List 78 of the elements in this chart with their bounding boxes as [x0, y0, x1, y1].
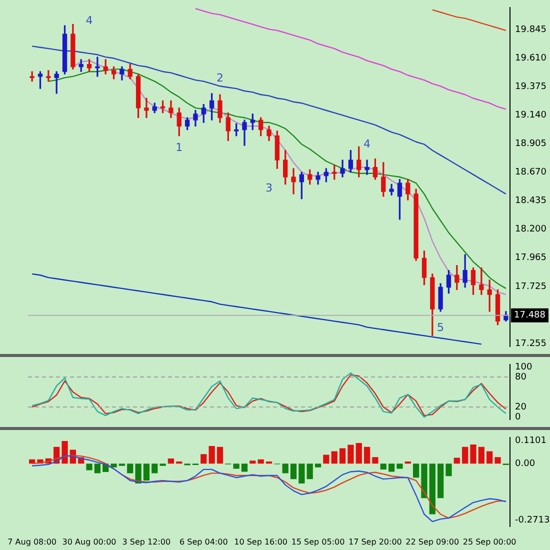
bar — [216, 446, 224, 464]
bar — [200, 454, 207, 464]
bar — [462, 446, 468, 464]
bar — [412, 464, 420, 478]
x-tick-label: 22 Sep 09:00 — [406, 537, 460, 546]
bar — [143, 464, 150, 481]
annotation: 1 — [176, 141, 183, 154]
annotation: 5 — [437, 320, 444, 334]
bar — [388, 464, 395, 472]
y-tick-label: 0.00 — [515, 458, 536, 469]
y-tick-label: 19.845 — [515, 25, 546, 36]
x-tick-label: 30 Aug 00:00 — [62, 537, 116, 546]
x-tick-label: 17 Sep 20:00 — [348, 537, 402, 546]
bar — [429, 464, 436, 514]
y-tick-label: 80 — [515, 372, 527, 382]
x-tick-label: 3 Sep 12:00 — [122, 537, 171, 546]
y-tick-label: 19.375 — [515, 82, 546, 92]
y-tick-label: 17.965 — [515, 252, 546, 263]
bar — [94, 464, 101, 474]
bar — [454, 458, 460, 464]
bar — [62, 440, 68, 464]
y-tick-label: 100 — [515, 362, 532, 372]
y-tick-label: 17.725 — [515, 282, 546, 292]
annotation: 4 — [86, 14, 93, 27]
bar — [290, 464, 297, 480]
y-tick-label: 20 — [515, 402, 527, 412]
y-tick-label: 18.905 — [515, 139, 546, 150]
annotation: 2 — [216, 71, 224, 84]
bar — [168, 458, 174, 464]
bar — [241, 464, 248, 472]
bar — [208, 446, 215, 464]
bar — [250, 460, 256, 464]
bar — [348, 444, 354, 464]
bar — [486, 451, 493, 464]
bar — [372, 457, 378, 464]
x-tick-label: 6 Sep 04:00 — [179, 537, 228, 546]
bar — [396, 464, 403, 469]
y-tick-label: -0.2713 — [515, 516, 550, 526]
bar — [421, 464, 428, 498]
bar — [494, 457, 501, 464]
bar — [437, 464, 444, 498]
bar — [380, 464, 386, 470]
y-tick-label: 17.255 — [515, 338, 546, 349]
bar — [306, 464, 313, 480]
bar — [446, 464, 452, 476]
bar — [258, 459, 264, 464]
bar — [314, 464, 322, 468]
x-tick-label: 25 Sep 00:00 — [462, 537, 516, 546]
bar — [323, 454, 330, 464]
bar — [176, 461, 182, 464]
y-tick-label: 18.200 — [515, 224, 547, 234]
y-tick-label: 18.435 — [515, 196, 546, 206]
bar — [331, 451, 338, 464]
bar — [470, 444, 476, 464]
bar — [356, 443, 362, 464]
y-tick-label: 18.670 — [515, 168, 547, 178]
y-tick-label: 0 — [515, 412, 521, 422]
y-tick-label: 0.1101 — [515, 436, 546, 446]
y-tick-label: 19.610 — [515, 54, 547, 64]
bar — [282, 464, 288, 474]
bar — [152, 464, 158, 474]
x-tick-label: 7 Aug 08:00 — [8, 537, 57, 546]
x-tick-label: 10 Sep 16:00 — [234, 537, 288, 546]
bar — [478, 446, 484, 464]
y-tick-label: 19.140 — [515, 110, 547, 121]
bar — [86, 464, 92, 470]
bar — [404, 461, 411, 464]
bar — [266, 461, 272, 464]
bar — [364, 446, 370, 464]
annotation: 4 — [364, 138, 371, 151]
bar — [339, 448, 346, 464]
x-tick-label: 15 Sep 05:00 — [291, 537, 345, 546]
bar — [127, 464, 134, 474]
ref-line-label: 17.488 — [514, 310, 546, 321]
bar — [298, 464, 305, 484]
bar — [233, 464, 240, 469]
bar — [110, 464, 117, 468]
annotation: 3 — [266, 182, 272, 195]
